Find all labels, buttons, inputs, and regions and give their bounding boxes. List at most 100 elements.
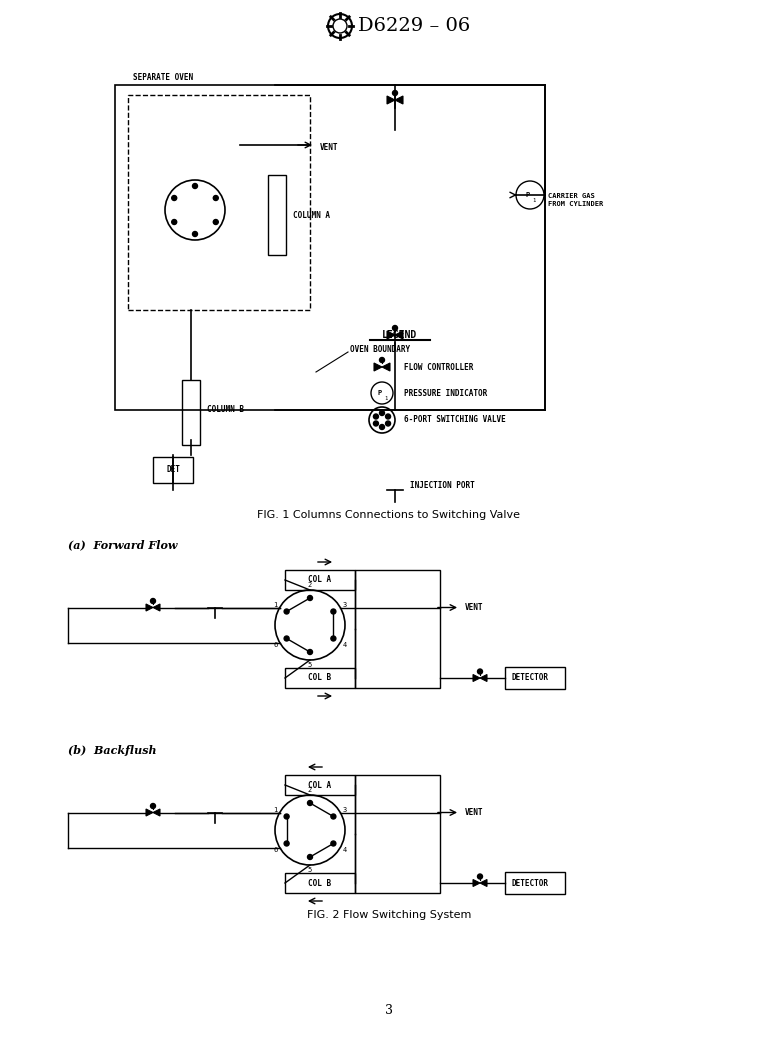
Circle shape — [284, 814, 289, 819]
Bar — [285, 873, 355, 893]
Text: 1: 1 — [384, 396, 387, 401]
Polygon shape — [382, 363, 390, 371]
Text: COLUMN B: COLUMN B — [207, 406, 244, 414]
Bar — [355, 775, 440, 893]
Text: COL B: COL B — [308, 879, 331, 888]
Circle shape — [386, 421, 391, 426]
Polygon shape — [473, 880, 480, 887]
Polygon shape — [387, 96, 395, 104]
Text: COLUMN A: COLUMN A — [293, 210, 330, 220]
Text: 6: 6 — [273, 642, 278, 648]
Circle shape — [172, 196, 177, 201]
Polygon shape — [473, 675, 480, 682]
Circle shape — [284, 609, 289, 614]
Text: 2: 2 — [308, 582, 312, 588]
Circle shape — [284, 636, 289, 641]
Polygon shape — [146, 809, 153, 816]
Bar — [355, 570, 440, 688]
Polygon shape — [480, 675, 487, 682]
Text: DETECTOR: DETECTOR — [511, 674, 548, 683]
Text: 4: 4 — [342, 847, 347, 853]
Circle shape — [192, 183, 198, 188]
Polygon shape — [480, 880, 487, 887]
Circle shape — [213, 196, 219, 201]
Text: INJECTION PORT: INJECTION PORT — [410, 481, 475, 489]
Text: COL B: COL B — [308, 674, 331, 683]
Bar — [505, 872, 565, 894]
Text: DET: DET — [166, 465, 180, 475]
Bar — [268, 175, 286, 255]
Circle shape — [192, 231, 198, 236]
Text: PRESSURE INDICATOR: PRESSURE INDICATOR — [404, 388, 487, 398]
Circle shape — [331, 636, 336, 641]
Text: LEGEND: LEGEND — [382, 330, 418, 340]
Circle shape — [331, 609, 336, 614]
Circle shape — [478, 669, 482, 674]
Text: FIG. 2 Flow Switching System: FIG. 2 Flow Switching System — [307, 910, 471, 920]
Circle shape — [150, 599, 156, 604]
Polygon shape — [153, 604, 160, 611]
Bar — [285, 668, 355, 688]
Text: 1: 1 — [273, 807, 278, 813]
Text: (a)  Forward Flow: (a) Forward Flow — [68, 539, 177, 551]
Text: 3: 3 — [385, 1004, 393, 1016]
Circle shape — [307, 650, 313, 655]
Text: 1: 1 — [532, 198, 535, 203]
Polygon shape — [387, 331, 395, 339]
Polygon shape — [153, 809, 160, 816]
Text: D6229 – 06: D6229 – 06 — [358, 17, 470, 35]
Circle shape — [478, 874, 482, 879]
Polygon shape — [395, 331, 403, 339]
Text: 1: 1 — [273, 602, 278, 608]
Bar — [285, 775, 355, 795]
Circle shape — [213, 220, 219, 225]
Polygon shape — [146, 604, 153, 611]
Text: (b)  Backflush: (b) Backflush — [68, 744, 156, 756]
Text: VENT: VENT — [320, 144, 338, 152]
Text: COL A: COL A — [308, 781, 331, 789]
Text: P: P — [526, 192, 530, 198]
Bar — [285, 570, 355, 590]
Circle shape — [150, 804, 156, 809]
Circle shape — [284, 841, 289, 846]
Circle shape — [386, 414, 391, 418]
Polygon shape — [374, 363, 382, 371]
Text: 3: 3 — [342, 807, 347, 813]
Polygon shape — [395, 96, 403, 104]
Circle shape — [172, 220, 177, 225]
Bar — [115, 85, 545, 410]
Text: FLOW CONTROLLER: FLOW CONTROLLER — [404, 362, 473, 372]
Circle shape — [373, 414, 378, 418]
Circle shape — [380, 410, 384, 415]
Text: 4: 4 — [342, 642, 347, 648]
Text: 5: 5 — [308, 867, 312, 873]
Text: VENT: VENT — [465, 603, 483, 612]
Text: 2: 2 — [308, 787, 312, 793]
Text: OVEN BOUNDARY: OVEN BOUNDARY — [350, 346, 410, 355]
Text: SEPARATE OVEN: SEPARATE OVEN — [133, 73, 193, 82]
Bar — [128, 95, 310, 310]
Circle shape — [392, 326, 398, 330]
Circle shape — [373, 421, 378, 426]
Text: 6-PORT SWITCHING VALVE: 6-PORT SWITCHING VALVE — [404, 415, 506, 425]
Circle shape — [307, 855, 313, 860]
Bar — [153, 457, 193, 483]
Text: 6: 6 — [273, 847, 278, 853]
Text: P: P — [378, 390, 382, 396]
Text: DETECTOR: DETECTOR — [511, 879, 548, 888]
Circle shape — [331, 814, 336, 819]
Text: COL A: COL A — [308, 576, 331, 584]
Circle shape — [307, 801, 313, 806]
Circle shape — [392, 91, 398, 96]
Circle shape — [331, 841, 336, 846]
Circle shape — [307, 595, 313, 601]
Bar — [182, 380, 200, 445]
Circle shape — [380, 357, 384, 362]
Text: FIG. 1 Columns Connections to Switching Valve: FIG. 1 Columns Connections to Switching … — [258, 510, 520, 520]
Circle shape — [380, 425, 384, 430]
Text: 5: 5 — [308, 662, 312, 668]
Text: CARRIER GAS
FROM CYLINDER: CARRIER GAS FROM CYLINDER — [548, 194, 603, 206]
Bar — [505, 667, 565, 689]
Text: 3: 3 — [342, 602, 347, 608]
Text: VENT: VENT — [465, 808, 483, 817]
